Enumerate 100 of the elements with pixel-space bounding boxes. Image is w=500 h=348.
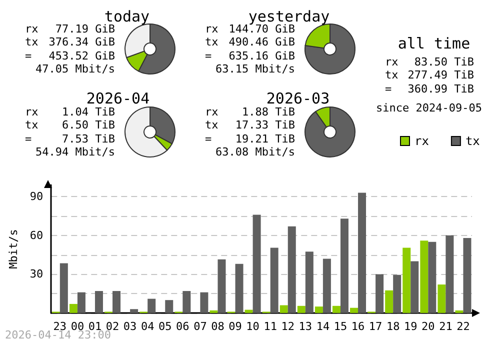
bar xyxy=(112,291,121,313)
text: rx xyxy=(25,106,39,118)
text: tx xyxy=(205,118,219,132)
text: 453.52 GiB xyxy=(48,50,116,62)
text: 376.34 GiB xyxy=(48,36,116,48)
text: 83.50 TiB xyxy=(414,56,474,68)
text: 63.08 Mbit/s xyxy=(216,146,295,158)
text: 17.33 TiB xyxy=(235,118,296,132)
text: = xyxy=(25,50,32,62)
bar xyxy=(77,292,86,313)
bar xyxy=(200,292,208,313)
text: = xyxy=(205,50,212,62)
bar xyxy=(165,300,174,313)
x-tick-label: 18 xyxy=(386,320,400,333)
text: tx xyxy=(25,36,39,48)
x-tick-label: 13 xyxy=(298,320,312,333)
x-tick-label: 05 xyxy=(158,320,172,333)
bar xyxy=(358,192,366,313)
x-tick-label: 09 xyxy=(228,320,242,333)
text: = xyxy=(25,132,32,146)
bar xyxy=(455,310,464,313)
bar xyxy=(60,263,68,313)
text: 1.88 TiB xyxy=(242,106,296,118)
x-tick-label: 11 xyxy=(264,320,277,333)
text: since 2024-09-05 xyxy=(376,102,482,114)
bar xyxy=(402,248,411,313)
x-tick-label: 20 xyxy=(422,320,435,333)
text: tx xyxy=(25,118,39,132)
x-tick-label: 22 xyxy=(456,320,470,333)
bar xyxy=(446,235,454,313)
bar xyxy=(385,290,394,313)
bar xyxy=(438,284,446,313)
x-tick-label: 15 xyxy=(334,320,348,333)
bar xyxy=(376,274,384,313)
text: all time xyxy=(398,34,470,52)
bar xyxy=(148,298,156,313)
text: 277.49 TiB xyxy=(408,68,474,82)
bar xyxy=(332,306,340,313)
text: rx xyxy=(25,22,39,36)
text: 47.05 Mbit/s xyxy=(36,62,115,76)
bar xyxy=(393,274,402,313)
bar xyxy=(130,309,138,313)
x-tick-label: 07 xyxy=(194,320,207,333)
x-tick-label: 21 xyxy=(439,320,452,333)
bar xyxy=(420,240,428,313)
x-tick-label: 08 xyxy=(211,320,224,333)
x-tick-label: 10 xyxy=(246,320,260,333)
bar xyxy=(322,258,331,313)
y-tick-label: 60 xyxy=(30,228,44,242)
chart-title: 2026-03 xyxy=(266,90,330,108)
y-tick-label: 90 xyxy=(30,190,44,204)
text: 7.53 TiB xyxy=(62,132,116,146)
bar xyxy=(288,226,296,313)
bar xyxy=(235,264,244,313)
text: rx xyxy=(385,56,399,68)
text: rx xyxy=(205,22,219,36)
bar xyxy=(182,291,191,313)
bar xyxy=(270,248,278,313)
x-tick-label: 19 xyxy=(404,320,418,333)
bar xyxy=(218,259,226,313)
chart-title: today xyxy=(104,8,150,26)
y-tick-label: 30 xyxy=(30,268,44,281)
bar xyxy=(463,238,472,313)
text: 635.16 GiB xyxy=(228,50,296,62)
legend-label: rx xyxy=(414,134,429,148)
x-tick-label: 12 xyxy=(281,320,294,333)
bar xyxy=(314,306,323,313)
text: tx xyxy=(385,68,399,82)
legend-label: tx xyxy=(465,134,480,148)
bar xyxy=(244,310,253,313)
x-tick-label: 03 xyxy=(123,320,137,333)
bar xyxy=(350,308,358,313)
text: 144.70 GiB xyxy=(228,22,296,36)
x-tick-label: 04 xyxy=(140,320,155,333)
bar xyxy=(280,305,288,313)
text: 6.50 TiB xyxy=(62,118,116,132)
x-tick-label: 17 xyxy=(368,320,382,333)
bar xyxy=(297,306,306,313)
x-tick-label: 06 xyxy=(176,320,190,333)
bar xyxy=(210,310,218,313)
bar xyxy=(69,304,78,313)
text: 360.99 TiB xyxy=(408,82,474,96)
y-axis-title: Mbit/s xyxy=(7,229,20,269)
bar xyxy=(340,218,348,313)
x-tick-label: 16 xyxy=(351,320,365,333)
chart-title: 2026-04 xyxy=(86,90,150,108)
text: 490.46 GiB xyxy=(228,36,296,48)
text: rx xyxy=(205,106,219,118)
text: 1.04 TiB xyxy=(62,106,116,118)
bar xyxy=(252,214,261,313)
text: 77.19 GiB xyxy=(55,22,116,36)
bar xyxy=(94,291,103,313)
text: tx xyxy=(205,36,219,48)
bar xyxy=(305,252,314,313)
text: = xyxy=(205,132,212,146)
bar xyxy=(410,261,419,313)
text: 63.15 Mbit/s xyxy=(216,62,295,76)
text: 19.21 TiB xyxy=(235,132,296,146)
bar xyxy=(428,242,436,313)
text: 54.94 Mbit/s xyxy=(36,146,115,158)
